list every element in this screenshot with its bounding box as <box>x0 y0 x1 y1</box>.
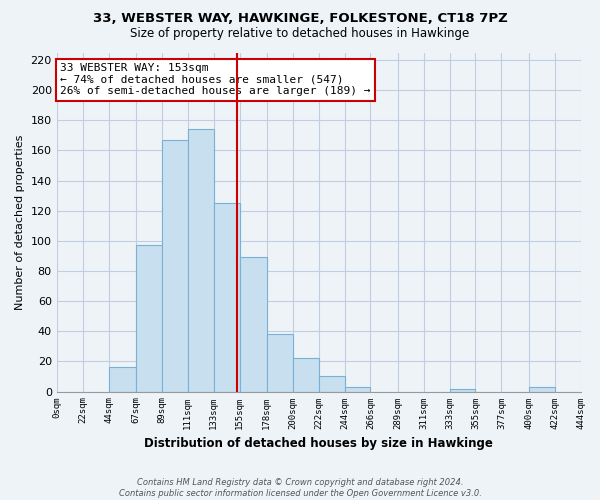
Bar <box>136 246 161 392</box>
Text: 33 WEBSTER WAY: 153sqm
← 74% of detached houses are smaller (547)
26% of semi-de: 33 WEBSTER WAY: 153sqm ← 74% of detached… <box>60 63 371 96</box>
Bar <box>109 368 136 392</box>
Bar <box>266 334 293 392</box>
Y-axis label: Number of detached properties: Number of detached properties <box>15 134 25 310</box>
Bar <box>449 388 475 392</box>
Bar <box>239 258 266 392</box>
X-axis label: Distribution of detached houses by size in Hawkinge: Distribution of detached houses by size … <box>144 437 493 450</box>
Text: 33, WEBSTER WAY, HAWKINGE, FOLKESTONE, CT18 7PZ: 33, WEBSTER WAY, HAWKINGE, FOLKESTONE, C… <box>92 12 508 26</box>
Bar <box>293 358 319 392</box>
Bar <box>161 140 188 392</box>
Bar <box>529 387 554 392</box>
Bar <box>188 130 214 392</box>
Bar <box>344 387 370 392</box>
Bar <box>319 376 344 392</box>
Text: Contains HM Land Registry data © Crown copyright and database right 2024.
Contai: Contains HM Land Registry data © Crown c… <box>119 478 481 498</box>
Text: Size of property relative to detached houses in Hawkinge: Size of property relative to detached ho… <box>130 28 470 40</box>
Bar <box>214 203 239 392</box>
